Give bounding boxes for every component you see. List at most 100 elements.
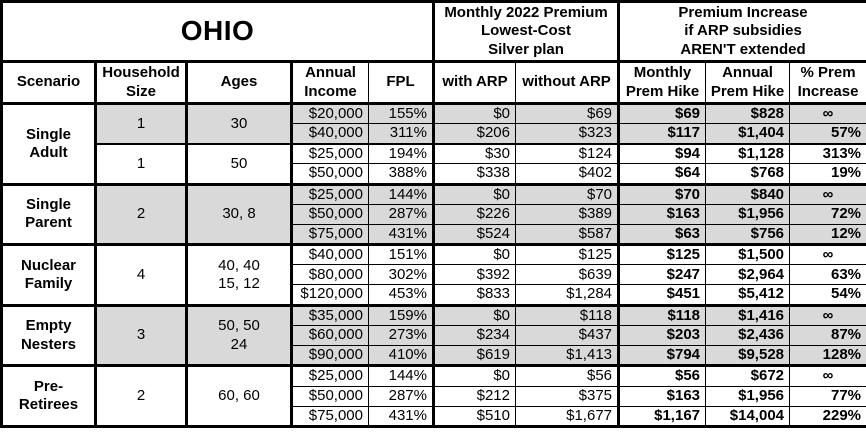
column-header-ages: Ages xyxy=(186,61,293,105)
without-arp-cell: $125 xyxy=(514,243,621,266)
pct-increase-cell: 229% xyxy=(789,405,866,427)
ages-cell: 60, 60 xyxy=(186,364,293,427)
header-row-groups: OHIO Monthly 2022 Premium Lowest-Cost Si… xyxy=(1,1,866,63)
fpl-cell: 311% xyxy=(368,123,435,145)
column-header-monthly-prem-hike: Monthly Prem Hike xyxy=(618,61,707,105)
with-arp-cell: $206 xyxy=(433,123,516,145)
without-arp-cell: $1,284 xyxy=(514,284,621,306)
with-arp-cell: $234 xyxy=(433,325,516,347)
annual-hike-cell: $756 xyxy=(705,223,791,246)
fpl-cell: 431% xyxy=(368,223,435,246)
pct-increase-cell: 313% xyxy=(789,142,866,165)
annual-hike-cell: $1,956 xyxy=(705,203,791,225)
annual-hike-cell: $828 xyxy=(705,102,791,125)
column-header-household-size: Household Size xyxy=(95,61,188,105)
fpl-cell: 410% xyxy=(368,345,435,367)
fpl-cell: 431% xyxy=(368,405,435,427)
pct-increase-cell: 54% xyxy=(789,284,866,306)
pct-increase-cell: 87% xyxy=(789,325,866,347)
income-cell: $80,000 xyxy=(291,264,369,286)
scenario-cell: Pre- Retirees xyxy=(1,364,97,427)
annual-hike-cell: $672 xyxy=(705,364,791,387)
household-size-cell: 1 xyxy=(95,102,188,145)
monthly-hike-cell: $69 xyxy=(618,102,707,125)
premium-group-header: Monthly 2022 Premium Lowest-Cost Silver … xyxy=(432,1,621,63)
fpl-cell: 155% xyxy=(368,102,435,125)
income-cell: $90,000 xyxy=(291,345,369,367)
income-cell: $20,000 xyxy=(291,102,369,125)
household-size-cell: 4 xyxy=(95,243,188,306)
scenario-cell: Nuclear Family xyxy=(1,243,97,306)
without-arp-cell: $323 xyxy=(514,123,621,145)
annual-hike-cell: $5,412 xyxy=(705,284,791,306)
monthly-hike-cell: $163 xyxy=(618,203,707,225)
monthly-hike-cell: $117 xyxy=(618,123,707,145)
column-header-without-arp: without ARP xyxy=(514,61,621,105)
annual-hike-cell: $1,956 xyxy=(705,385,791,407)
pct-increase-cell: 19% xyxy=(789,163,866,185)
annual-hike-cell: $2,964 xyxy=(705,264,791,286)
monthly-hike-cell: $70 xyxy=(618,182,707,205)
income-cell: $40,000 xyxy=(291,243,369,266)
income-cell: $50,000 xyxy=(291,163,369,185)
without-arp-cell: $1,677 xyxy=(514,405,621,427)
pct-increase-cell: 63% xyxy=(789,264,866,286)
monthly-hike-cell: $118 xyxy=(618,303,707,327)
table-row: $75,000 431% $524 $587 $63 $756 12% xyxy=(2,223,866,246)
monthly-hike-cell: $247 xyxy=(618,264,707,286)
with-arp-cell: $510 xyxy=(433,405,516,427)
income-cell: $60,000 xyxy=(291,325,369,347)
fpl-cell: 144% xyxy=(368,364,435,387)
without-arp-cell: $639 xyxy=(514,264,621,286)
table-row: Empty Nesters 3 50, 50 24 $35,000 159% $… xyxy=(1,303,866,367)
table-row: $40,000 311% $206 $323 $117 $1,404 57% xyxy=(2,123,866,145)
with-arp-cell: $212 xyxy=(433,385,516,407)
income-cell: $25,000 xyxy=(291,182,369,205)
household-size-cell: 2 xyxy=(95,182,188,246)
annual-hike-cell: $9,528 xyxy=(705,345,791,367)
with-arp-cell: $30 xyxy=(433,142,516,165)
fpl-cell: 302% xyxy=(368,264,435,286)
annual-hike-cell: $1,500 xyxy=(705,243,791,266)
fpl-cell: 287% xyxy=(368,385,435,407)
ages-cell: 30, 8 xyxy=(186,182,293,246)
annual-hike-cell: $768 xyxy=(705,163,791,185)
without-arp-cell: $118 xyxy=(514,303,621,327)
annual-hike-cell: $1,128 xyxy=(705,142,791,165)
monthly-hike-cell: $94 xyxy=(618,142,707,165)
scenario-cell: Empty Nesters xyxy=(1,303,97,367)
ages-cell: 40, 40 15, 12 xyxy=(186,243,293,306)
monthly-hike-cell: $203 xyxy=(618,325,707,347)
pct-increase-cell: 12% xyxy=(789,223,866,246)
without-arp-cell: $402 xyxy=(514,163,621,185)
without-arp-cell: $70 xyxy=(514,182,621,205)
monthly-hike-cell: $794 xyxy=(618,345,707,367)
with-arp-cell: $338 xyxy=(433,163,516,185)
income-cell: $25,000 xyxy=(291,364,369,387)
fpl-cell: 159% xyxy=(368,303,435,327)
column-header-fpl: FPL xyxy=(368,61,435,105)
with-arp-cell: $619 xyxy=(433,345,516,367)
fpl-cell: 287% xyxy=(368,203,435,225)
income-cell: $120,000 xyxy=(291,284,369,306)
ages-cell: 50 xyxy=(186,142,293,185)
column-header-pct-prem-increase: % Prem Increase xyxy=(789,61,866,105)
without-arp-cell: $1,413 xyxy=(514,345,621,367)
table-row: $60,000 273% $234 $437 $203 $2,436 87% xyxy=(2,325,866,347)
with-arp-cell: $0 xyxy=(433,182,516,205)
income-cell: $75,000 xyxy=(291,405,369,427)
header-row-columns: Scenario Household Size Ages Annual Inco… xyxy=(1,61,866,105)
annual-hike-cell: $1,416 xyxy=(705,303,791,327)
income-cell: $75,000 xyxy=(291,223,369,246)
scenario-cell: Single Parent xyxy=(1,182,97,246)
with-arp-cell: $0 xyxy=(433,303,516,327)
with-arp-cell: $0 xyxy=(433,364,516,387)
fpl-cell: 151% xyxy=(368,243,435,266)
without-arp-cell: $437 xyxy=(514,325,621,347)
with-arp-cell: $0 xyxy=(433,102,516,125)
monthly-hike-cell: $163 xyxy=(618,385,707,407)
without-arp-cell: $389 xyxy=(514,203,621,225)
pct-increase-cell: ∞ xyxy=(789,303,866,327)
annual-hike-cell: $2,436 xyxy=(705,325,791,347)
